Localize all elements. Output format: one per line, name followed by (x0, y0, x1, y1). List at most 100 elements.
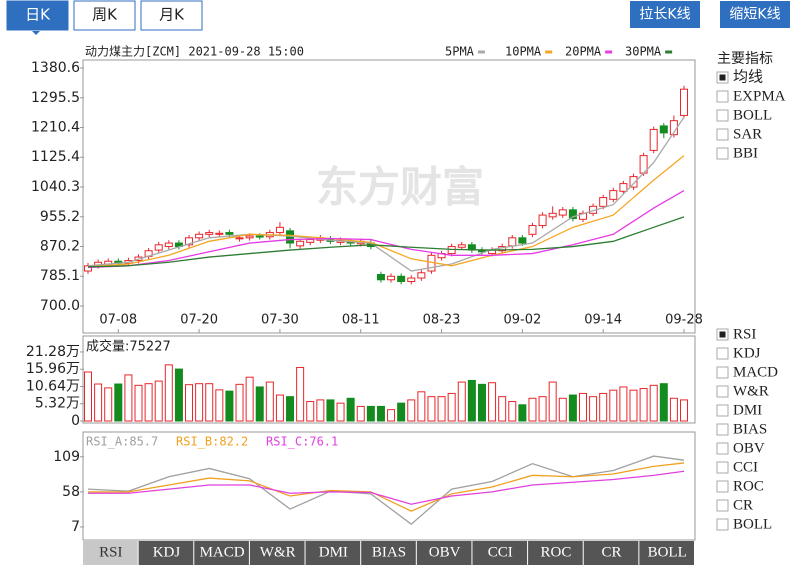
checkbox-label[interactable]: BOLL (733, 107, 772, 123)
checkbox[interactable] (716, 461, 729, 474)
bottom-tab[interactable] (249, 541, 305, 565)
volume-bar (427, 396, 436, 422)
checkbox[interactable] (716, 423, 729, 436)
checkbox[interactable] (716, 147, 729, 160)
checkbox-label[interactable]: BOLL (733, 516, 772, 532)
bottom-tab-label[interactable]: ROC (540, 544, 571, 560)
checkbox[interactable] (716, 347, 729, 360)
checkbox-label[interactable]: EXPMA (733, 88, 786, 104)
checkbox[interactable] (716, 90, 729, 103)
checkbox-label[interactable]: DMI (733, 402, 762, 418)
tab[interactable] (140, 0, 203, 31)
bottom-tab-label[interactable]: KDJ (153, 544, 181, 560)
checkbox-label[interactable]: CR (733, 497, 753, 513)
candle-body (235, 237, 244, 240)
checkbox-label[interactable]: W&R (733, 383, 769, 399)
checkbox[interactable] (716, 499, 729, 512)
candle-body (659, 125, 668, 134)
ma-line (87, 155, 685, 268)
button-label[interactable]: 缩短K线 (729, 7, 780, 23)
checkbox-label[interactable]: OBV (733, 440, 765, 456)
checkbox-label[interactable]: CCI (733, 459, 758, 475)
volume-bar (528, 397, 537, 422)
checkbox[interactable] (716, 404, 729, 417)
tab-label[interactable]: 周K (92, 6, 118, 24)
bottom-tab[interactable] (416, 541, 472, 565)
volume-bar (518, 404, 527, 422)
bottom-tab[interactable] (361, 541, 416, 565)
tab-label[interactable]: 月K (159, 6, 185, 24)
checkbox[interactable] (716, 366, 729, 379)
bottom-tab-label[interactable]: BIAS (372, 544, 406, 560)
candle-body (599, 197, 608, 207)
volume-bar (366, 405, 375, 422)
checkbox[interactable] (716, 480, 729, 493)
bottom-tab[interactable] (305, 541, 361, 565)
bottom-tab[interactable] (138, 541, 194, 565)
chart-title: 动力煤主力[ZCM] 2021-09-28 15:00 (85, 45, 304, 59)
candle-body (568, 209, 577, 220)
tab-label[interactable]: 日K (25, 6, 51, 24)
checkbox[interactable] (716, 128, 729, 141)
bottom-tab-label[interactable]: BOLL (648, 544, 687, 560)
candle-body (417, 272, 426, 279)
y-tick-label: 700.0 (40, 298, 80, 314)
y-tick-label: 1380.6 (31, 60, 80, 76)
candle-body (185, 237, 194, 246)
volume-bar (558, 397, 567, 422)
bottom-tab[interactable] (194, 541, 249, 565)
rsi-line (88, 470, 685, 505)
candle-body (457, 244, 466, 248)
bottom-tab-label[interactable]: CR (602, 544, 622, 560)
rsi-line (88, 462, 685, 512)
candle-body (518, 237, 527, 244)
checkbox-label[interactable]: 均线 (733, 68, 763, 85)
bottom-tab[interactable] (472, 541, 528, 565)
checkbox[interactable] (716, 109, 729, 122)
checkbox-label[interactable]: ROC (733, 478, 764, 494)
candle-body (245, 235, 254, 239)
y-tick-label: 21.28万 (26, 344, 80, 360)
bottom-tab[interactable] (528, 541, 583, 565)
checkbox[interactable] (716, 385, 729, 398)
checkbox-mark (719, 74, 726, 81)
bottom-tab-label[interactable]: CCI (488, 544, 513, 560)
volume-bar (144, 383, 153, 422)
bottom-tab-label[interactable]: OBV (429, 544, 461, 560)
bottom-tab-label[interactable]: W&R (260, 544, 296, 560)
y-tick-label: 1040.3 (31, 179, 80, 195)
tab[interactable] (6, 0, 69, 31)
checkbox[interactable] (716, 442, 729, 455)
volume-bar (296, 366, 305, 422)
checkbox-label[interactable]: KDJ (733, 345, 761, 361)
volume-bar (104, 387, 113, 422)
volume-bar (94, 383, 103, 422)
tab[interactable] (73, 0, 136, 31)
volume-bar (589, 396, 598, 422)
volume-bar (235, 383, 244, 422)
candle-body (538, 214, 547, 227)
bottom-tab-label[interactable]: RSI (99, 544, 122, 560)
bottom-tab[interactable] (583, 541, 639, 565)
bottom-tab-label[interactable]: DMI (319, 544, 348, 560)
checkbox[interactable] (716, 518, 729, 531)
bottom-tab-label[interactable]: MACD (200, 544, 245, 560)
bottom-tab[interactable] (83, 541, 138, 565)
volume-bar (356, 405, 365, 422)
volume-bar (195, 383, 204, 422)
button[interactable] (720, 1, 790, 28)
bottom-tab[interactable] (639, 541, 694, 565)
checkbox-label[interactable]: BBI (733, 145, 758, 161)
checkbox-label[interactable]: SAR (733, 126, 762, 142)
button[interactable] (630, 1, 700, 28)
candle-body (609, 190, 618, 200)
button-label[interactable]: 拉长K线 (639, 7, 690, 23)
candle-body (255, 235, 264, 238)
ma-line (87, 116, 685, 272)
checkbox-label[interactable]: BIAS (733, 421, 767, 437)
y-tick-label: 15.96万 (26, 361, 80, 377)
volume-bar (84, 371, 92, 422)
checkbox-label[interactable]: MACD (733, 364, 778, 380)
checkbox-label[interactable]: RSI (733, 326, 756, 342)
